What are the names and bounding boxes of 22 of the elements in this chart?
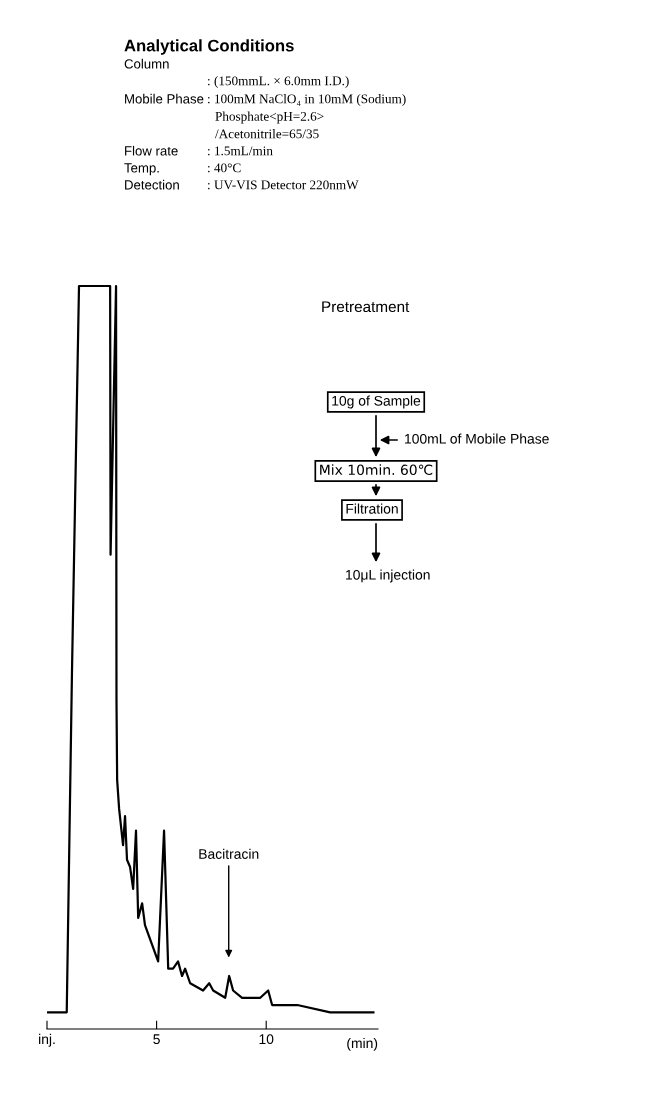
text: Column bbox=[124, 58, 169, 69]
x-tick-label: inj. bbox=[39, 1033, 55, 1047]
x-tick-label: 10 bbox=[259, 1034, 274, 1045]
text: Detection bbox=[125, 179, 179, 190]
annotation: Filtration bbox=[346, 503, 398, 514]
text: : UV-VIS Detector 220nmW bbox=[208, 180, 359, 190]
text: : 100mM NaClO₄ in 10mM (Sodium) Phosphate<pH=2.6> /Acetonitrile=65/35 bbox=[208, 94, 406, 139]
x-axis-title: (min) bbox=[347, 1037, 378, 1051]
text: Mobile Phase bbox=[125, 93, 204, 104]
text: : (150mmL. × 6.0mm I.D.) bbox=[208, 76, 349, 88]
text: Temp. bbox=[124, 163, 159, 176]
text: Flow rate bbox=[125, 145, 178, 156]
chart-title: Analytical Conditions bbox=[124, 39, 294, 55]
annotation: Bacitracin bbox=[199, 848, 259, 859]
text: : 1.5mL/min bbox=[208, 146, 273, 156]
annotation: Mix 10min. 60℃ bbox=[320, 464, 433, 476]
annotation: 10μL injection bbox=[346, 569, 430, 583]
annotation: 10g of Sample bbox=[332, 395, 421, 409]
text: 100mL of Mobile Phase bbox=[405, 433, 549, 444]
text: : 40°C bbox=[208, 163, 241, 173]
x-tick-label: 5 bbox=[153, 1034, 160, 1045]
annotation: Pretreatment bbox=[322, 301, 410, 313]
